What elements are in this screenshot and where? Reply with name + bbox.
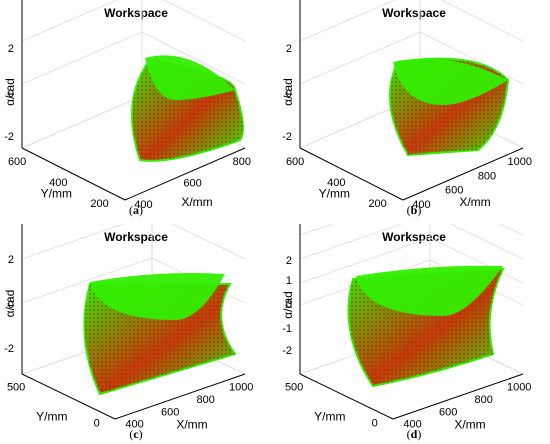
y-axis-label: Y/mm [41, 186, 72, 200]
panel-caption-letter: b [411, 203, 418, 217]
y-tick-label: 600 [8, 156, 26, 168]
workspace-panel-d: Workspace 2 1 0 -1 -2 α/rad 400 600 800 1000 X/mm 0 5… [278, 224, 550, 444]
x-axis-label: X/mm [181, 195, 212, 209]
x-axis [392, 373, 524, 420]
y-tick-label: 500 [285, 382, 303, 394]
workspace-volume [389, 57, 510, 157]
y-tick-label: 0 [372, 418, 378, 430]
z-tick-label: -1 [282, 323, 292, 335]
z-axis-label: α/rad [3, 78, 17, 106]
x-tick-label: 600 [439, 406, 457, 418]
z-axis-label: α/rad [281, 291, 295, 319]
z-tick-label: 0 [286, 88, 292, 100]
panel-caption: (c) [129, 427, 142, 441]
y-tick-label: 400 [49, 177, 67, 189]
workspace-chart-c: Workspace 2 0 -2 α/rad 400 600 800 1000 X/mm 0 500 Y… [3, 224, 253, 441]
z-axis-label: α/rad [3, 290, 17, 318]
y-axis-label: Y/mm [314, 409, 345, 423]
x-tick-label: 400 [412, 199, 430, 211]
z-tick-label: -2 [4, 343, 14, 355]
workspace-panel-a: Workspace 2 0 -2 α/rad 400 600 800 X/mm 200 400 600… [0, 0, 272, 220]
x-axis [114, 373, 246, 420]
y-tick-label: 600 [286, 156, 304, 168]
x-axis-label: X/mm [454, 418, 485, 432]
panel-caption-letter: d [411, 427, 418, 441]
x-tick-label: 1000 [229, 382, 253, 394]
x-tick-label: 400 [134, 199, 152, 211]
chart-title: Workspace [104, 230, 168, 244]
panel-caption-letter: c [133, 427, 139, 441]
z-tick-label: 2 [8, 43, 14, 55]
x-tick-label: 800 [474, 394, 492, 406]
panel-caption: (a) [129, 203, 143, 217]
chart-title: Workspace [382, 230, 446, 244]
z-tick-label: -2 [282, 345, 292, 357]
x-tick-label: 800 [196, 394, 214, 406]
panel-caption: (d) [407, 427, 422, 441]
workspace-top-face [356, 265, 503, 316]
z-tick-label: -2 [4, 131, 14, 143]
z-tick-label: 2 [8, 254, 14, 266]
x-axis [124, 147, 246, 201]
y-tick-label: 0 [94, 418, 100, 430]
y-axis [299, 373, 394, 420]
z-tick-label: 0 [8, 299, 14, 311]
x-axis-label: X/mm [459, 195, 490, 209]
z-tick-label: 0 [8, 88, 14, 100]
workspace-volume [131, 55, 245, 162]
y-axis-label: Y/mm [36, 409, 67, 423]
workspace-top-face [145, 55, 235, 100]
z-tick-label: 2 [286, 43, 292, 55]
x-tick-label: 800 [478, 170, 496, 182]
z-tick-label: 1 [286, 275, 292, 287]
workspace-top-face [393, 58, 508, 105]
workspace-volume [83, 273, 237, 396]
x-tick-label: 600 [445, 185, 463, 197]
workspace-chart-a: Workspace 2 0 -2 α/rad 400 600 800 X/mm 200 400 600… [3, 0, 251, 217]
chart-title: Workspace [382, 6, 446, 20]
panel-caption-letter: a [133, 203, 139, 217]
y-tick-label: 500 [7, 382, 25, 394]
workspace-chart-d: Workspace 2 1 0 -1 -2 α/rad 400 600 800 1000 X/mm 0 5… [281, 224, 531, 441]
workspace-chart-b: Workspace 2 0 -2 α/rad 400 600 800 1000 X/mm 200 40… [281, 0, 532, 217]
x-tick-label: 400 [125, 419, 143, 431]
y-axis-label: Y/mm [319, 186, 350, 200]
workspace-panel-c: Workspace 2 0 -2 α/rad 400 600 800 1000 X/mm 0 500 Y… [0, 224, 272, 444]
x-axis [402, 147, 524, 201]
x-axis-label: X/mm [176, 418, 207, 432]
y-tick-label: 200 [90, 198, 108, 210]
z-tick-label: -2 [282, 131, 292, 143]
y-tick-label: 200 [368, 198, 386, 210]
x-tick-label: 1000 [507, 382, 531, 394]
workspace-top-face [90, 273, 225, 320]
workspace-panel-b: Workspace 2 0 -2 α/rad 400 600 800 1000 X/mm 200 40… [278, 0, 550, 220]
x-tick-label: 800 [233, 156, 251, 168]
y-axis [21, 147, 126, 201]
x-tick-label: 1000 [508, 156, 532, 168]
workspace-volume [347, 265, 505, 388]
x-tick-label: 600 [161, 406, 179, 418]
z-tick-label: 2 [286, 255, 292, 267]
y-axis [21, 373, 116, 420]
x-tick-label: 400 [403, 419, 421, 431]
y-axis [299, 147, 404, 201]
z-axis-label: α/rad [281, 78, 295, 106]
x-tick-label: 600 [183, 177, 201, 189]
z-tick-label: 0 [286, 299, 292, 311]
panel-caption: (b) [407, 203, 422, 217]
y-tick-label: 400 [327, 177, 345, 189]
chart-title: Workspace [104, 6, 168, 20]
